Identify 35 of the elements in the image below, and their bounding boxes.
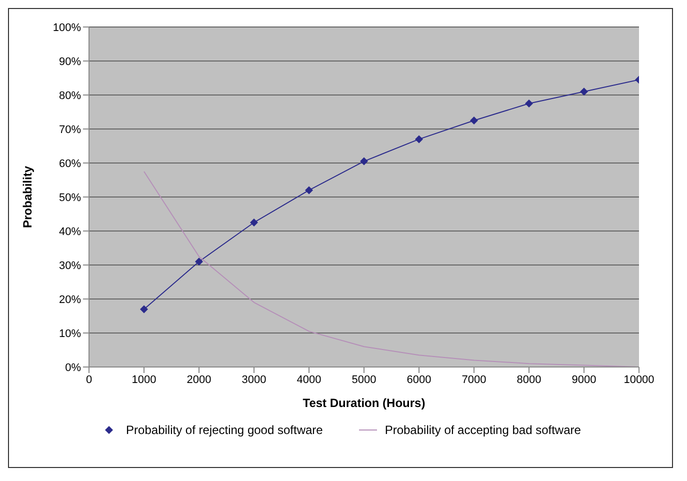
point — [140, 305, 148, 314]
legend-label: Probability of rejecting good software — [126, 423, 323, 437]
point — [250, 218, 258, 226]
point — [525, 100, 533, 108]
point — [580, 88, 588, 96]
x-tick-label: 8000 — [516, 374, 542, 386]
point — [195, 258, 203, 266]
y-tick-label: 70% — [58, 124, 82, 136]
x-tick-label: 9000 — [572, 374, 596, 386]
x-tick-label: 6000 — [406, 374, 432, 386]
y-axis-title: Probability — [20, 166, 34, 228]
y-tick-label: 20% — [58, 294, 82, 306]
y-tick-label: 80% — [58, 90, 82, 102]
y-tick-label: 100% — [52, 22, 82, 34]
x-axis-title: Test Duration (Hours) — [302, 396, 426, 410]
point — [415, 135, 423, 144]
y-tick-label: 40% — [58, 226, 82, 238]
x-tick-label: 2000 — [186, 374, 212, 386]
y-tick-label: 90% — [58, 56, 82, 68]
y-tick-label: 0% — [65, 362, 82, 374]
x-tick-label: 3000 — [242, 374, 266, 386]
y-tick-label: 50% — [58, 192, 82, 204]
legend-label: Probability of accepting bad software — [384, 423, 581, 437]
y-tick-label: 60% — [58, 158, 82, 170]
point — [305, 186, 313, 194]
x-tick-label: 5000 — [352, 374, 376, 386]
y-tick-label: 10% — [58, 328, 82, 340]
point — [360, 157, 368, 166]
x-tick-label: 4000 — [296, 374, 322, 386]
x-tick-label: 1000 — [132, 374, 156, 386]
x-tick-label: 7000 — [462, 374, 486, 386]
x-tick-label: 10000 — [624, 374, 654, 386]
y-tick-label: 30% — [58, 260, 82, 272]
point — [470, 116, 478, 124]
x-tick-label: 0 — [86, 374, 92, 386]
